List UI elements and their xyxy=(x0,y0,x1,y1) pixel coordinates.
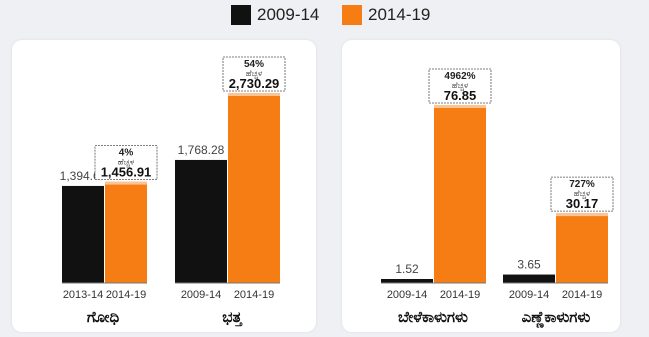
legend-label: 2014-19 xyxy=(368,5,431,24)
bar-2009-14 xyxy=(503,274,555,283)
bar-2009-14 xyxy=(62,185,104,283)
tick-label: 2014-19 xyxy=(562,289,602,301)
increase-percent: 727% xyxy=(569,179,595,190)
category-label: ಭತ್ತ xyxy=(222,308,242,327)
category-label: ಬೇಳೆಕಾಳುಗಳು xyxy=(398,308,468,326)
value-label: 30.17 xyxy=(566,196,599,211)
category-label: ಎಣ್ಣೆಕಾಳುಗಳು xyxy=(522,308,591,329)
tick-label: 2009-14 xyxy=(387,289,427,301)
tick-label: 2014-19 xyxy=(234,289,274,301)
bar-highlight xyxy=(556,213,608,217)
legend-item-2009-14: 2009-14 xyxy=(231,4,319,26)
annotation-box xyxy=(428,68,492,104)
bar-2014-19 xyxy=(105,181,147,283)
bar-highlight xyxy=(434,105,486,108)
legend: 2009-14 2014-19 xyxy=(0,4,649,26)
value-label: 1,456.91 xyxy=(101,165,152,180)
increase-percent: 4% xyxy=(119,148,134,159)
legend-label: 2009-14 xyxy=(257,5,320,24)
bar-highlight xyxy=(105,181,147,185)
annotation-box xyxy=(222,56,286,92)
increase-percent: 4962% xyxy=(444,71,475,82)
value-label: 2,730.29 xyxy=(229,76,280,91)
increase-word: ಹೆಚ್ಚಳ xyxy=(452,81,469,90)
increase-word: ಹೆಚ್ಚಳ xyxy=(246,69,263,78)
tick-label: 2014-19 xyxy=(106,289,146,301)
tick-label: 2009-14 xyxy=(181,289,221,301)
tick-label: 2014-19 xyxy=(440,289,480,301)
bar-highlight xyxy=(228,93,280,96)
legend-item-2014-19: 2014-19 xyxy=(342,4,430,26)
annotation-box xyxy=(94,145,158,181)
value-label: 3.65 xyxy=(517,258,541,272)
increase-word: ಹೆಚ್ಚಳ xyxy=(574,189,591,198)
legend-swatch-black xyxy=(231,5,251,25)
bar-2009-14 xyxy=(381,279,433,283)
category-label: ಗೋಧಿ xyxy=(87,308,120,326)
value-label: 76.85 xyxy=(444,88,477,103)
increase-word: ಹೆಚ್ಚಳ xyxy=(118,158,135,167)
increase-percent: 54% xyxy=(244,59,264,70)
bar-2009-14 xyxy=(175,159,227,283)
legend-swatch-orange xyxy=(342,5,362,25)
bar-2014-19 xyxy=(228,93,280,283)
bar-2014-19 xyxy=(556,213,608,283)
value-label: 1,768.28 xyxy=(178,143,225,157)
bar-2014-19 xyxy=(434,105,486,283)
tick-label: 2009-14 xyxy=(509,289,549,301)
tick-label: 2013-14 xyxy=(63,289,103,301)
value-label: 1.52 xyxy=(395,262,419,276)
annotation-box xyxy=(550,176,614,212)
